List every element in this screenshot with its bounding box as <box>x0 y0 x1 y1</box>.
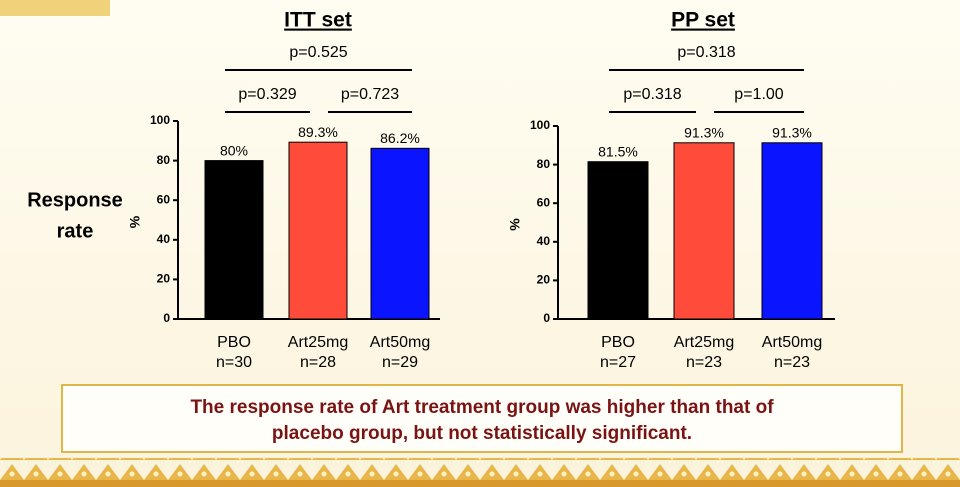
y-tick-label: 100 <box>150 113 170 127</box>
p-value: p=1.00 <box>734 86 783 103</box>
x-tick-label: Art25mg <box>288 334 348 351</box>
bar <box>370 147 430 320</box>
y-tick-label: 20 <box>157 272 171 286</box>
y-tick-label: 20 <box>537 273 551 287</box>
p-value: p=0.723 <box>341 86 399 103</box>
y-tick-label: 80 <box>157 153 171 167</box>
p-value: p=0.525 <box>289 44 347 61</box>
n-label: n=30 <box>216 354 252 371</box>
n-label: n=23 <box>686 354 722 371</box>
chart-title: ITT set <box>284 9 352 32</box>
bar <box>288 141 348 320</box>
side-label: rate <box>57 220 94 242</box>
bar <box>761 142 823 320</box>
logo-strip <box>0 0 110 16</box>
value-label: 80% <box>220 142 248 158</box>
y-tick-label: 0 <box>163 311 170 325</box>
y-tick-label: 40 <box>157 232 171 246</box>
n-label: n=27 <box>600 354 636 371</box>
y-tick-label: 80 <box>537 157 551 171</box>
conclusion-text: The response rate of Art treatment group… <box>190 397 774 418</box>
chart-title: PP set <box>671 9 735 32</box>
n-label: n=28 <box>300 354 336 371</box>
bar <box>673 142 735 320</box>
y-axis-label: % <box>507 218 523 231</box>
y-tick-label: 60 <box>537 195 551 209</box>
value-label: 89.3% <box>298 124 338 140</box>
y-tick-label: 0 <box>543 311 550 325</box>
n-label: n=29 <box>382 354 418 371</box>
y-axis-label: % <box>127 215 143 228</box>
x-tick-label: Art25mg <box>674 334 734 351</box>
value-label: 91.3% <box>772 124 812 140</box>
x-tick-label: PBO <box>217 334 251 351</box>
p-value: p=0.318 <box>677 44 735 61</box>
value-label: 81.5% <box>598 143 638 159</box>
ornament-base <box>0 480 960 487</box>
y-tick-label: 100 <box>530 118 550 132</box>
x-tick-label: Art50mg <box>762 334 822 351</box>
y-tick-label: 60 <box>157 192 171 206</box>
p-value: p=0.318 <box>623 86 681 103</box>
side-label: Response <box>27 189 123 211</box>
conclusion-text: placebo group, but not statistically sig… <box>272 423 692 444</box>
value-label: 91.3% <box>684 124 724 140</box>
bar <box>204 160 264 320</box>
n-label: n=23 <box>774 354 810 371</box>
p-value: p=0.329 <box>238 86 296 103</box>
x-tick-label: Art50mg <box>370 334 430 351</box>
value-label: 86.2% <box>380 130 420 146</box>
x-tick-label: PBO <box>601 334 635 351</box>
conclusion-box <box>61 384 903 453</box>
y-tick-label: 40 <box>537 234 551 248</box>
bar <box>587 161 649 320</box>
